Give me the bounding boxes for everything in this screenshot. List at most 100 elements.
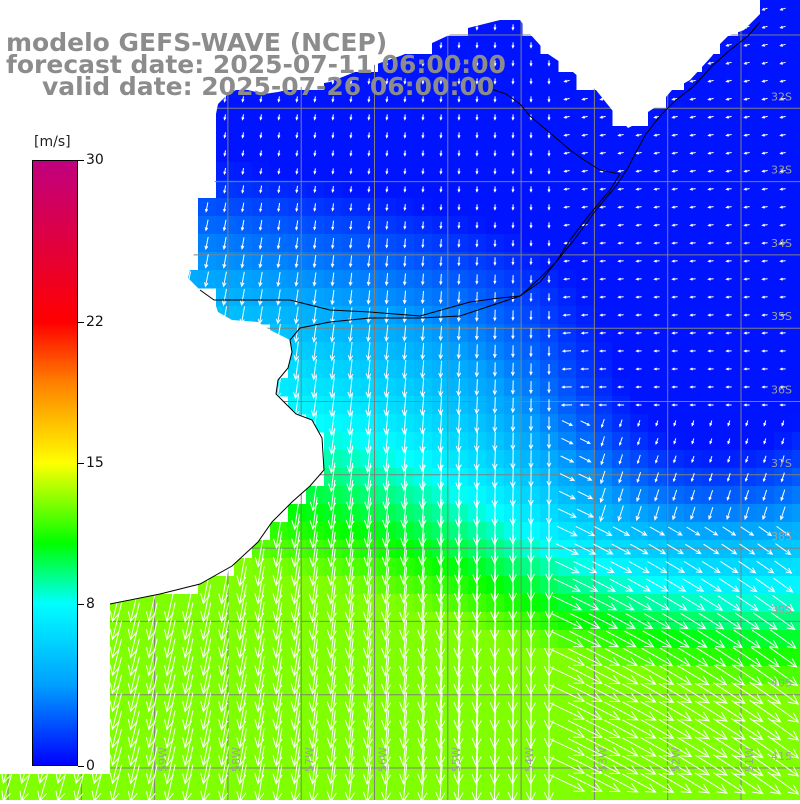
wind-arrow	[722, 526, 737, 536]
wind-arrow	[308, 692, 319, 731]
wind-arrow	[617, 505, 624, 522]
field-cell	[792, 108, 800, 127]
wind-arrow	[474, 413, 480, 434]
wind-arrow	[717, 595, 741, 611]
wind-arrow	[453, 656, 464, 696]
wind-arrow	[779, 506, 786, 521]
wind-arrow	[567, 720, 603, 738]
inland-coastline	[199, 87, 621, 317]
wind-arrow	[562, 313, 571, 317]
wind-arrow	[403, 221, 407, 230]
wind-arrow	[727, 455, 731, 463]
wind-arrow	[547, 240, 551, 247]
wind-arrow	[331, 114, 335, 121]
wind-arrow	[366, 290, 371, 305]
wind-arrow	[349, 168, 353, 175]
field-cell	[720, 792, 739, 804]
wind-arrow	[418, 533, 427, 567]
colorbar-tick-label: 8	[86, 596, 95, 613]
wind-arrow	[676, 682, 711, 704]
wind-arrow	[743, 331, 750, 335]
wind-arrow	[744, 506, 750, 521]
colorbar-tick-label: 15	[86, 455, 104, 471]
wind-arrow	[439, 132, 443, 139]
wind-arrow	[691, 438, 695, 445]
wind-arrow	[779, 367, 786, 371]
field-cell	[792, 450, 800, 469]
colorbar-tick-label: 22	[86, 313, 104, 330]
wind-arrow	[703, 543, 720, 555]
wind-arrow	[362, 620, 374, 659]
wind-arrow	[767, 699, 800, 723]
wind-arrow	[689, 223, 696, 227]
wind-arrow	[761, 115, 768, 119]
wind-arrow	[712, 754, 746, 776]
wind-arrow	[491, 500, 499, 527]
wind-arrow	[472, 568, 482, 603]
wind-arrow	[241, 168, 245, 176]
wind-arrow	[384, 325, 389, 343]
wind-arrow	[547, 168, 551, 175]
wind-arrow	[555, 543, 579, 555]
wind-arrow	[715, 629, 744, 649]
wind-arrow	[457, 42, 461, 49]
field-cell	[792, 648, 800, 667]
wind-arrow	[490, 551, 499, 584]
wind-arrow	[547, 222, 551, 229]
wind-arrow	[421, 186, 425, 193]
wind-arrow	[726, 506, 732, 520]
wind-arrow	[510, 397, 516, 414]
wind-arrow	[385, 168, 389, 175]
wind-arrow	[547, 132, 551, 139]
wind-arrow	[579, 385, 590, 389]
wind-arrow	[511, 60, 515, 67]
wind-arrow	[511, 222, 515, 229]
wind-arrow	[331, 150, 335, 157]
wind-arrow	[420, 360, 426, 379]
field-cell	[792, 18, 800, 37]
wind-arrow	[640, 737, 675, 757]
wind-arrow	[567, 684, 603, 702]
wind-arrow	[511, 114, 515, 121]
wind-arrow	[617, 241, 624, 245]
wind-arrow	[294, 272, 299, 287]
wind-arrow	[599, 115, 606, 119]
field-cell	[792, 126, 800, 145]
field-cell	[792, 738, 800, 757]
lon-label: 55W	[450, 747, 463, 772]
field-cell	[792, 216, 800, 235]
wind-arrow	[364, 480, 373, 511]
wind-arrow	[326, 728, 337, 767]
wind-arrow	[475, 274, 479, 285]
wind-arrow	[547, 258, 551, 265]
wind-arrow	[182, 692, 194, 731]
wind-arrow	[313, 132, 317, 139]
wind-arrow	[707, 313, 714, 317]
wind-arrow	[313, 220, 317, 231]
wind-arrow	[617, 367, 624, 371]
wind-arrow	[563, 277, 570, 281]
wind-arrow	[474, 326, 479, 341]
wind-arrow	[349, 96, 353, 103]
wind-arrow	[779, 187, 786, 191]
lat-label: 37S	[771, 457, 792, 470]
wind-arrow	[743, 115, 750, 119]
wind-arrow	[457, 96, 461, 103]
field-cell	[792, 360, 800, 379]
wind-arrow	[204, 254, 209, 269]
wind-arrow	[707, 295, 714, 299]
wind-arrow	[604, 701, 639, 721]
wind-arrow	[385, 96, 389, 103]
wind-arrow	[349, 78, 353, 85]
wind-arrow	[308, 638, 319, 677]
wind-arrow	[529, 257, 533, 266]
wind-arrow	[182, 710, 194, 749]
wind-arrow	[145, 674, 158, 713]
wind-arrow	[383, 377, 390, 399]
wind-arrow	[653, 349, 660, 353]
wind-arrow	[439, 96, 443, 103]
wind-arrow	[385, 78, 389, 85]
wind-arrow	[708, 473, 713, 482]
wind-arrow	[686, 526, 701, 536]
